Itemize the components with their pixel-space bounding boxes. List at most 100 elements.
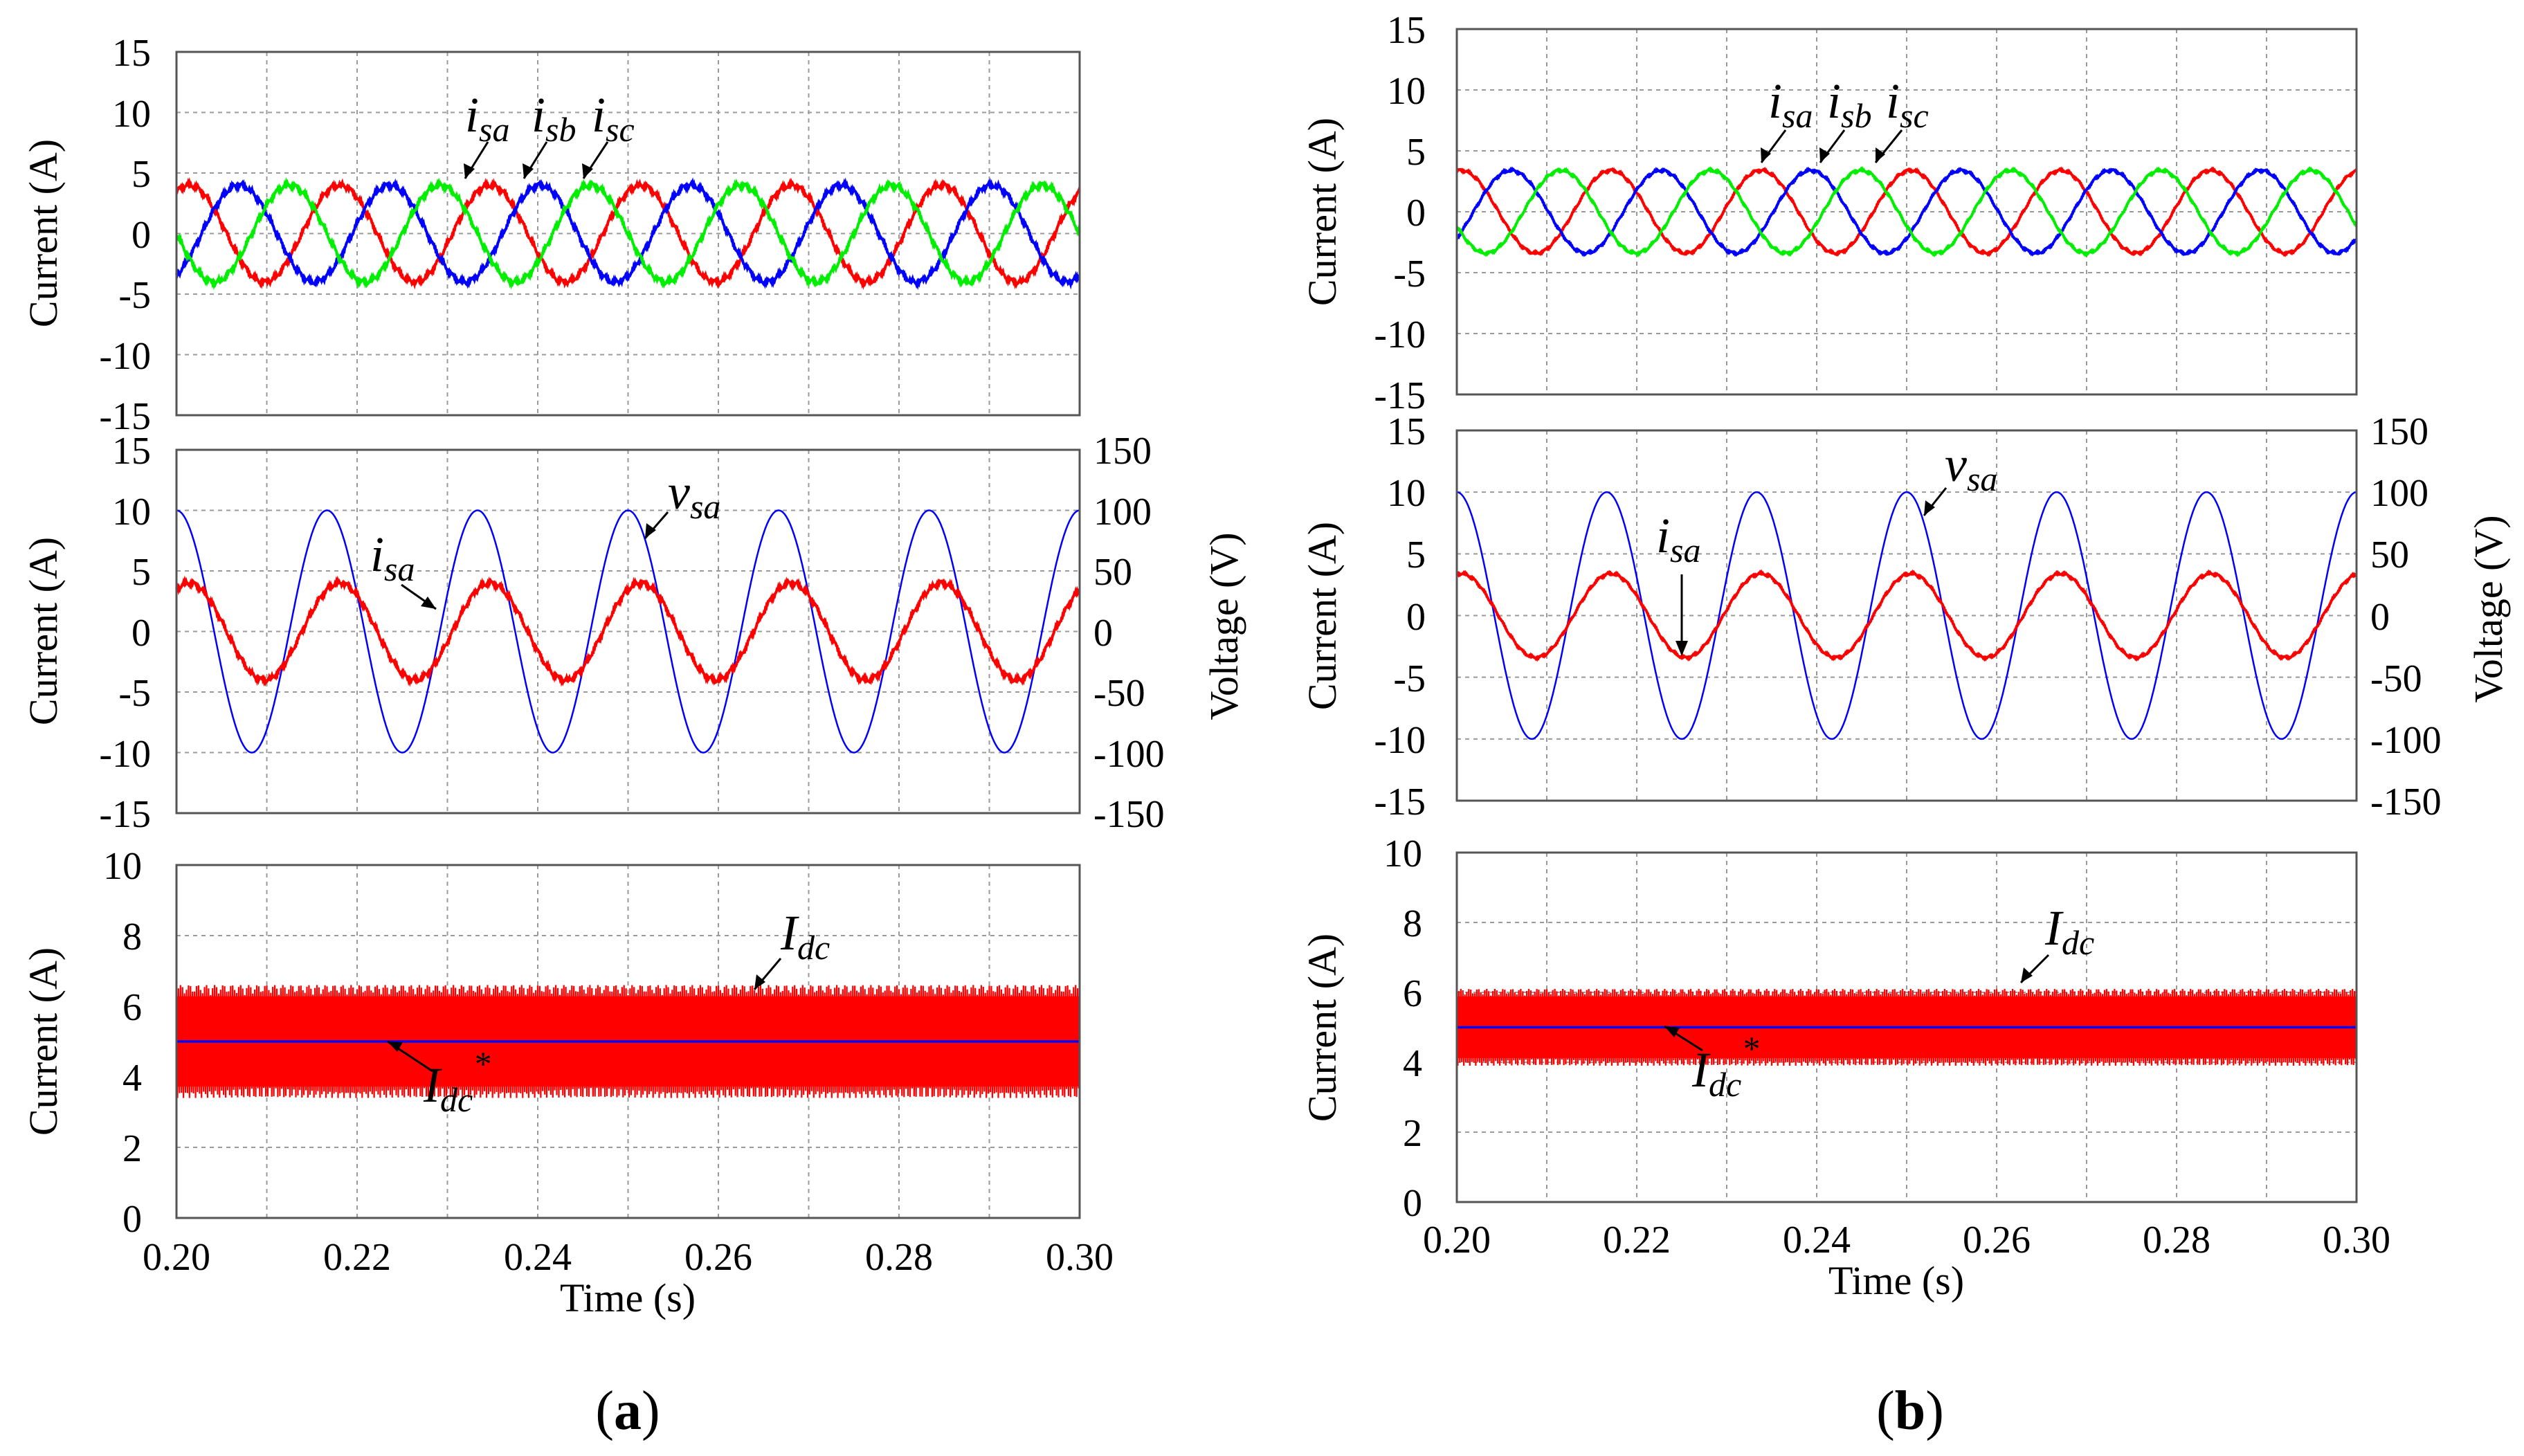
series-line-idc [175,985,1081,1098]
arrowhead [582,163,593,179]
annotation-label: isa [465,87,509,149]
ytick-label: 10 [1387,70,1426,113]
caption-b: (b) [1876,1381,1944,1441]
ytick-label: 10 [112,93,151,136]
annotation-label: Idc [2044,900,2094,962]
ytick-label: 6 [1403,972,1422,1015]
annotation-isc: isc [582,87,635,179]
y2tick-label: 150 [1093,430,1152,473]
ytick-label: 8 [1403,902,1422,945]
series-line-isc [175,176,1081,291]
ytick-label: 0 [131,214,151,257]
arrowhead [2021,967,2033,983]
y-axis-label: Current (A) [1300,934,1345,1122]
y2-axis-label: Voltage (V) [2466,515,2511,702]
panel-b-top-chart: 15 10 5 0 -5 -10 -15 Current (A) isa isb… [1300,9,2358,417]
y-axis-label: Current (A) [21,537,66,725]
ytick-label: 6 [122,986,142,1029]
plot-area-a-mid [175,509,1081,754]
arrowhead [754,974,765,990]
ytick-label: 5 [131,551,151,594]
arrowhead [464,163,475,179]
y2tick-label: 0 [2370,596,2390,639]
arrowhead [1819,147,1830,163]
y2-ticks-b-mid: 150 100 50 0 -50 -100 -150 [2370,410,2442,823]
y-axis-label: Current (A) [1300,118,1345,306]
y2tick-label: 150 [2370,410,2428,453]
xtick-label: 0.24 [504,1236,572,1279]
y2tick-label: -150 [2370,781,2442,823]
xtick-label: 0.20 [143,1236,210,1279]
annotation-idc: Idc [753,905,830,990]
caption-a: (a) [595,1381,660,1441]
ytick-label: 8 [122,916,142,958]
plot-area-b-bot [1455,988,2358,1066]
ytick-label: 10 [103,845,142,888]
series-line-idc [1455,988,2358,1066]
ytick-label: 10 [112,491,151,534]
xtick-label: 0.28 [2143,1219,2210,1262]
y-ticks-a-bot: 10 8 6 4 2 0 [103,845,142,1241]
ytick-label: -5 [118,274,151,317]
arrowhead [1876,147,1885,163]
plot-area-b-mid [1455,491,2357,740]
xtick-label: 0.28 [865,1236,933,1279]
xtick-label: 0.30 [1046,1236,1114,1279]
xtick-label: 0.24 [1783,1219,1851,1262]
annotation-isa-mid: isa [370,527,437,610]
frame-a-mid [175,448,1081,815]
series-line-isa [1455,166,2358,257]
ytick-label: 0 [1406,192,1426,235]
y2tick-label: -100 [1093,733,1165,776]
annotation-idc-ref: Idc* [387,1040,490,1119]
annotation-label: Idc* [1691,1029,1759,1104]
series-line-isc [1455,165,2357,258]
series-line-isa [175,176,1081,290]
ytick-label: -10 [1374,719,1426,762]
arrowhead [421,597,436,609]
annotation-isb: isb [1819,73,1871,163]
ytick-label: 4 [122,1057,142,1100]
grid-a-top [176,52,1080,415]
ytick-label: 15 [1387,9,1426,52]
arrowhead [645,523,656,538]
ytick-label: 5 [1406,534,1426,576]
annotation-isa-mid: isa [1656,508,1700,656]
ytick-label: -5 [1393,657,1426,700]
y2tick-label: 50 [2370,534,2409,576]
y2tick-label: -50 [2370,657,2422,700]
grid-b-bot [1457,853,2357,1202]
grid-b-top [1457,29,2357,394]
panel-b-bottom-chart: 10 8 6 4 2 0 0.20 0.22 0.24 0.26 0.28 0.… [1300,832,2390,1303]
annotation-isa: isa [1760,73,1813,163]
grid-b-mid [1457,430,2357,801]
ytick-label: 0 [131,612,151,655]
plot-area-a-bot [175,985,1081,1098]
ytick-label: -10 [99,733,151,776]
ytick-label: -15 [1374,374,1426,417]
x-axis-label: Time (s) [1828,1258,1964,1303]
annotation-label: isa [1656,508,1700,570]
series-line-isb [1456,166,2358,257]
xtick-label: 0.20 [1423,1219,1491,1262]
ytick-label: 2 [122,1127,142,1170]
y2tick-label: -50 [1093,672,1145,715]
ytick-label: 5 [131,153,151,196]
arrowhead [1924,500,1935,516]
y-axis-label: Current (A) [21,139,66,327]
frame-a-top [175,51,1081,417]
arrowhead [1664,1026,1680,1037]
ytick-label: 5 [1406,131,1426,174]
ytick-label: -5 [1393,253,1426,295]
xtick-label: 0.26 [684,1236,752,1279]
y-ticks-a-mid: 15 10 5 0 -5 -10 -15 [99,430,151,836]
annotation-idc: Idc [2019,900,2094,984]
y2tick-label: 100 [1093,491,1152,534]
frame-a-bot [175,864,1081,1219]
annotation-label: isb [532,87,576,149]
arrowhead [1761,147,1771,163]
series-line-vsa [1457,491,2357,740]
ytick-label: 0 [122,1198,142,1241]
frame-b-top [1455,28,2358,396]
ytick-label: 15 [112,32,151,75]
